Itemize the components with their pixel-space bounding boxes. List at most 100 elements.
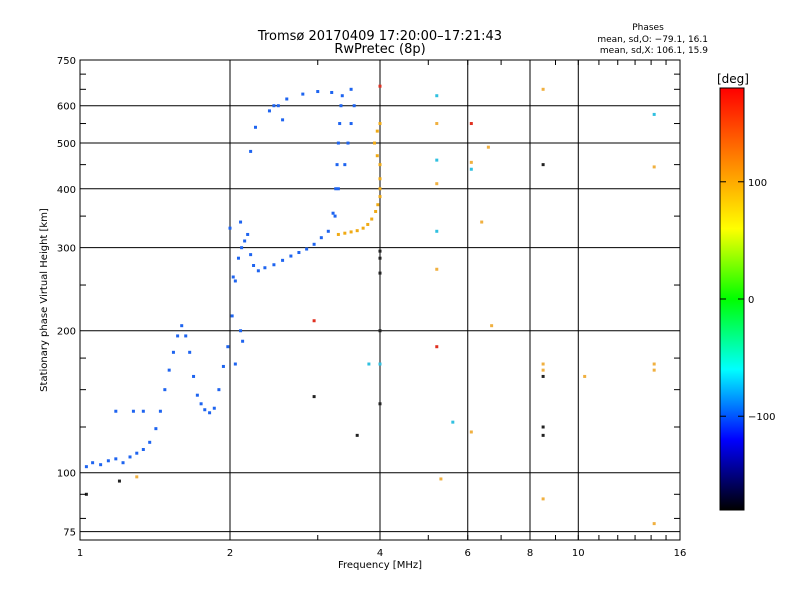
point-o: [233, 362, 237, 366]
point-scatter: [652, 368, 656, 372]
point-o: [253, 125, 257, 129]
point-scatter: [378, 84, 382, 88]
point-o: [334, 187, 338, 191]
point-scatter: [355, 433, 359, 437]
point-o: [330, 90, 334, 94]
point-scatter: [583, 374, 587, 378]
point-o: [352, 104, 356, 108]
point-scatter: [435, 182, 439, 186]
y-tick-label: 100: [57, 469, 76, 480]
point-o: [208, 411, 212, 415]
point-o: [319, 236, 323, 240]
stats-line-x: mean, sd,X: 106.1, 15.9: [600, 46, 708, 56]
point-scatter: [480, 220, 484, 224]
point-o: [84, 465, 88, 469]
colorbar-tick-label: 0: [748, 295, 754, 306]
point-scatter: [469, 160, 473, 164]
point-o: [312, 242, 316, 246]
point-o: [249, 253, 253, 257]
point-o: [106, 459, 110, 463]
point-x: [366, 222, 370, 226]
point-o: [226, 345, 230, 349]
point-scatter: [378, 256, 382, 260]
y-tick-label: 400: [57, 185, 76, 196]
x-tick-label: 6: [465, 548, 471, 559]
point-scatter: [378, 329, 382, 333]
point-x: [378, 163, 382, 167]
point-o: [243, 239, 247, 243]
point-o: [167, 368, 171, 372]
point-scatter: [652, 165, 656, 169]
point-o: [241, 339, 245, 343]
point-o: [233, 279, 237, 283]
point-o: [217, 388, 221, 392]
point-x: [373, 141, 377, 145]
point-o: [272, 263, 276, 267]
point-o: [301, 92, 305, 96]
point-x: [355, 229, 359, 233]
point-o: [346, 141, 350, 145]
point-scatter: [84, 492, 88, 496]
point-scatter: [490, 324, 494, 328]
point-o: [171, 350, 175, 354]
stats-heading: Phases: [632, 23, 664, 33]
colorbar-tick-label: −100: [748, 412, 775, 423]
point-scatter: [367, 362, 371, 366]
point-scatter: [652, 522, 656, 526]
point-scatter: [652, 112, 656, 116]
point-o: [252, 264, 256, 268]
y-tick-label: 600: [57, 102, 76, 113]
point-scatter: [541, 368, 545, 372]
point-o: [148, 440, 152, 444]
point-o: [192, 374, 196, 378]
point-o: [336, 141, 340, 145]
chart-subtitle: RwPretec (8p): [334, 42, 425, 57]
point-o: [114, 457, 118, 461]
point-scatter: [469, 167, 473, 171]
x-tick-label: 4: [377, 548, 383, 559]
point-o: [180, 324, 184, 328]
point-scatter: [652, 362, 656, 366]
y-axis-ticks: 75 100 200 300 400 500 600 750: [57, 56, 680, 539]
point-scatter: [435, 345, 439, 349]
point-o: [305, 247, 309, 251]
plot-grid: [80, 59, 680, 540]
point-x: [336, 232, 340, 236]
point-o: [326, 229, 330, 233]
point-scatter: [451, 420, 455, 424]
point-o: [335, 163, 339, 167]
x-tick-label: 2: [227, 548, 233, 559]
x-tick-label: 1: [77, 548, 83, 559]
point-o: [339, 104, 343, 108]
point-o: [263, 266, 267, 270]
point-o: [281, 258, 285, 262]
point-o: [231, 275, 235, 279]
y-tick-label: 300: [57, 244, 76, 255]
point-scatter: [135, 475, 139, 479]
point-o: [267, 109, 271, 113]
point-o: [236, 256, 240, 260]
x-axis-ticks: 1 2 4 6 8 10 16: [77, 60, 686, 559]
point-o: [121, 461, 125, 465]
point-o: [240, 246, 244, 250]
point-o: [338, 122, 342, 126]
point-scatter: [378, 249, 382, 253]
point-o: [228, 226, 232, 230]
point-o: [128, 455, 132, 459]
point-o: [176, 334, 180, 338]
point-o: [141, 447, 145, 451]
point-scatter: [312, 395, 316, 399]
point-scatter: [541, 374, 545, 378]
point-o: [285, 97, 289, 101]
y-tick-label: 750: [57, 56, 76, 67]
point-scatter: [469, 430, 473, 434]
point-scatter: [435, 158, 439, 162]
point-o: [246, 232, 250, 236]
colorbar-ticks: 100 0 −100: [720, 178, 775, 423]
point-o: [289, 254, 293, 258]
point-o: [281, 118, 285, 122]
point-scatter: [541, 497, 545, 501]
point-o: [349, 87, 353, 91]
stats-line-o: mean, sd,O: −79.1, 16.1: [597, 35, 708, 45]
point-o: [316, 90, 320, 94]
